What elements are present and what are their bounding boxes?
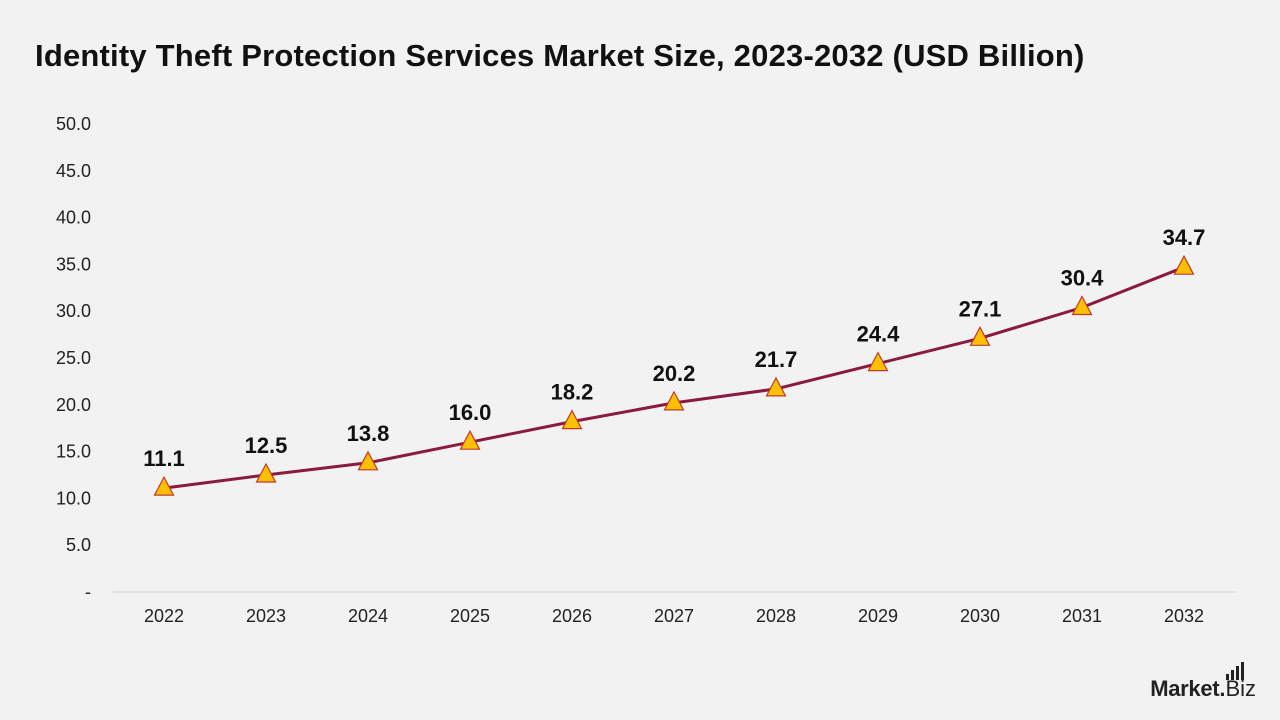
x-tick-label: 2031 bbox=[1062, 606, 1102, 626]
data-point-marker bbox=[663, 390, 685, 411]
x-tick-label: 2025 bbox=[450, 606, 490, 626]
data-point-marker bbox=[357, 450, 379, 471]
data-label: 24.4 bbox=[857, 322, 901, 347]
x-tick-label: 2032 bbox=[1164, 606, 1204, 626]
y-axis: - 5.0 10.0 15.0 20.0 25.0 30.0 35.0 40.0 45.0 50.0 bbox=[56, 114, 91, 602]
y-tick-label: 45.0 bbox=[56, 161, 91, 181]
data-label: 27.1 bbox=[959, 296, 1002, 321]
x-tick-label: 2024 bbox=[348, 606, 388, 626]
x-tick-label: 2026 bbox=[552, 606, 592, 626]
y-tick-label: 25.0 bbox=[56, 348, 91, 368]
data-point-marker bbox=[1071, 295, 1093, 316]
chart-title: Identity Theft Protection Services Marke… bbox=[35, 38, 1085, 73]
data-point-marker bbox=[765, 376, 787, 397]
brand-dot: . bbox=[1219, 676, 1226, 701]
y-tick-label: 50.0 bbox=[56, 114, 91, 134]
data-label: 16.0 bbox=[449, 400, 492, 425]
data-markers bbox=[153, 254, 1195, 496]
data-point-marker bbox=[867, 351, 889, 372]
data-label: 18.2 bbox=[551, 380, 594, 405]
data-label: 13.8 bbox=[347, 421, 390, 446]
x-tick-label: 2027 bbox=[654, 606, 694, 626]
y-tick-label: 10.0 bbox=[56, 488, 91, 508]
data-point-marker bbox=[153, 475, 175, 496]
y-tick-label: 35.0 bbox=[56, 254, 91, 274]
data-label: 34.7 bbox=[1163, 225, 1206, 250]
y-tick-label: 40.0 bbox=[56, 208, 91, 228]
data-label: 12.5 bbox=[245, 433, 288, 458]
x-axis: 2022 2023 2024 2025 2026 2027 2028 2029 2030 2031… bbox=[144, 606, 1204, 626]
data-label: 11.1 bbox=[143, 446, 185, 471]
signal-bars-icon bbox=[1226, 662, 1245, 680]
y-tick-label: - bbox=[85, 582, 91, 602]
data-point-marker bbox=[969, 326, 991, 346]
y-tick-label: 15.0 bbox=[56, 442, 91, 462]
x-tick-label: 2022 bbox=[144, 606, 184, 626]
brand-name: Market bbox=[1150, 676, 1220, 701]
data-label: 20.2 bbox=[653, 361, 696, 386]
data-point-marker bbox=[255, 462, 277, 483]
y-tick-label: 20.0 bbox=[56, 395, 91, 415]
x-tick-label: 2023 bbox=[246, 606, 286, 626]
data-point-marker bbox=[1173, 254, 1195, 275]
x-tick-label: 2028 bbox=[756, 606, 796, 626]
data-labels: 11.1 12.5 13.8 16.0 18.2 20.2 21.7 24.4 27.1 30.4… bbox=[143, 225, 1205, 471]
x-tick-label: 2029 bbox=[858, 606, 898, 626]
data-point-marker bbox=[561, 409, 583, 430]
y-tick-label: 5.0 bbox=[66, 535, 91, 555]
y-tick-label: 30.0 bbox=[56, 301, 91, 321]
data-point-marker bbox=[459, 429, 481, 450]
data-label: 21.7 bbox=[755, 347, 798, 372]
x-tick-label: 2030 bbox=[960, 606, 1000, 626]
brand-logo: Market . Biz bbox=[1150, 662, 1256, 702]
data-label: 30.4 bbox=[1061, 265, 1105, 290]
brand-suffix: Biz bbox=[1225, 676, 1256, 701]
